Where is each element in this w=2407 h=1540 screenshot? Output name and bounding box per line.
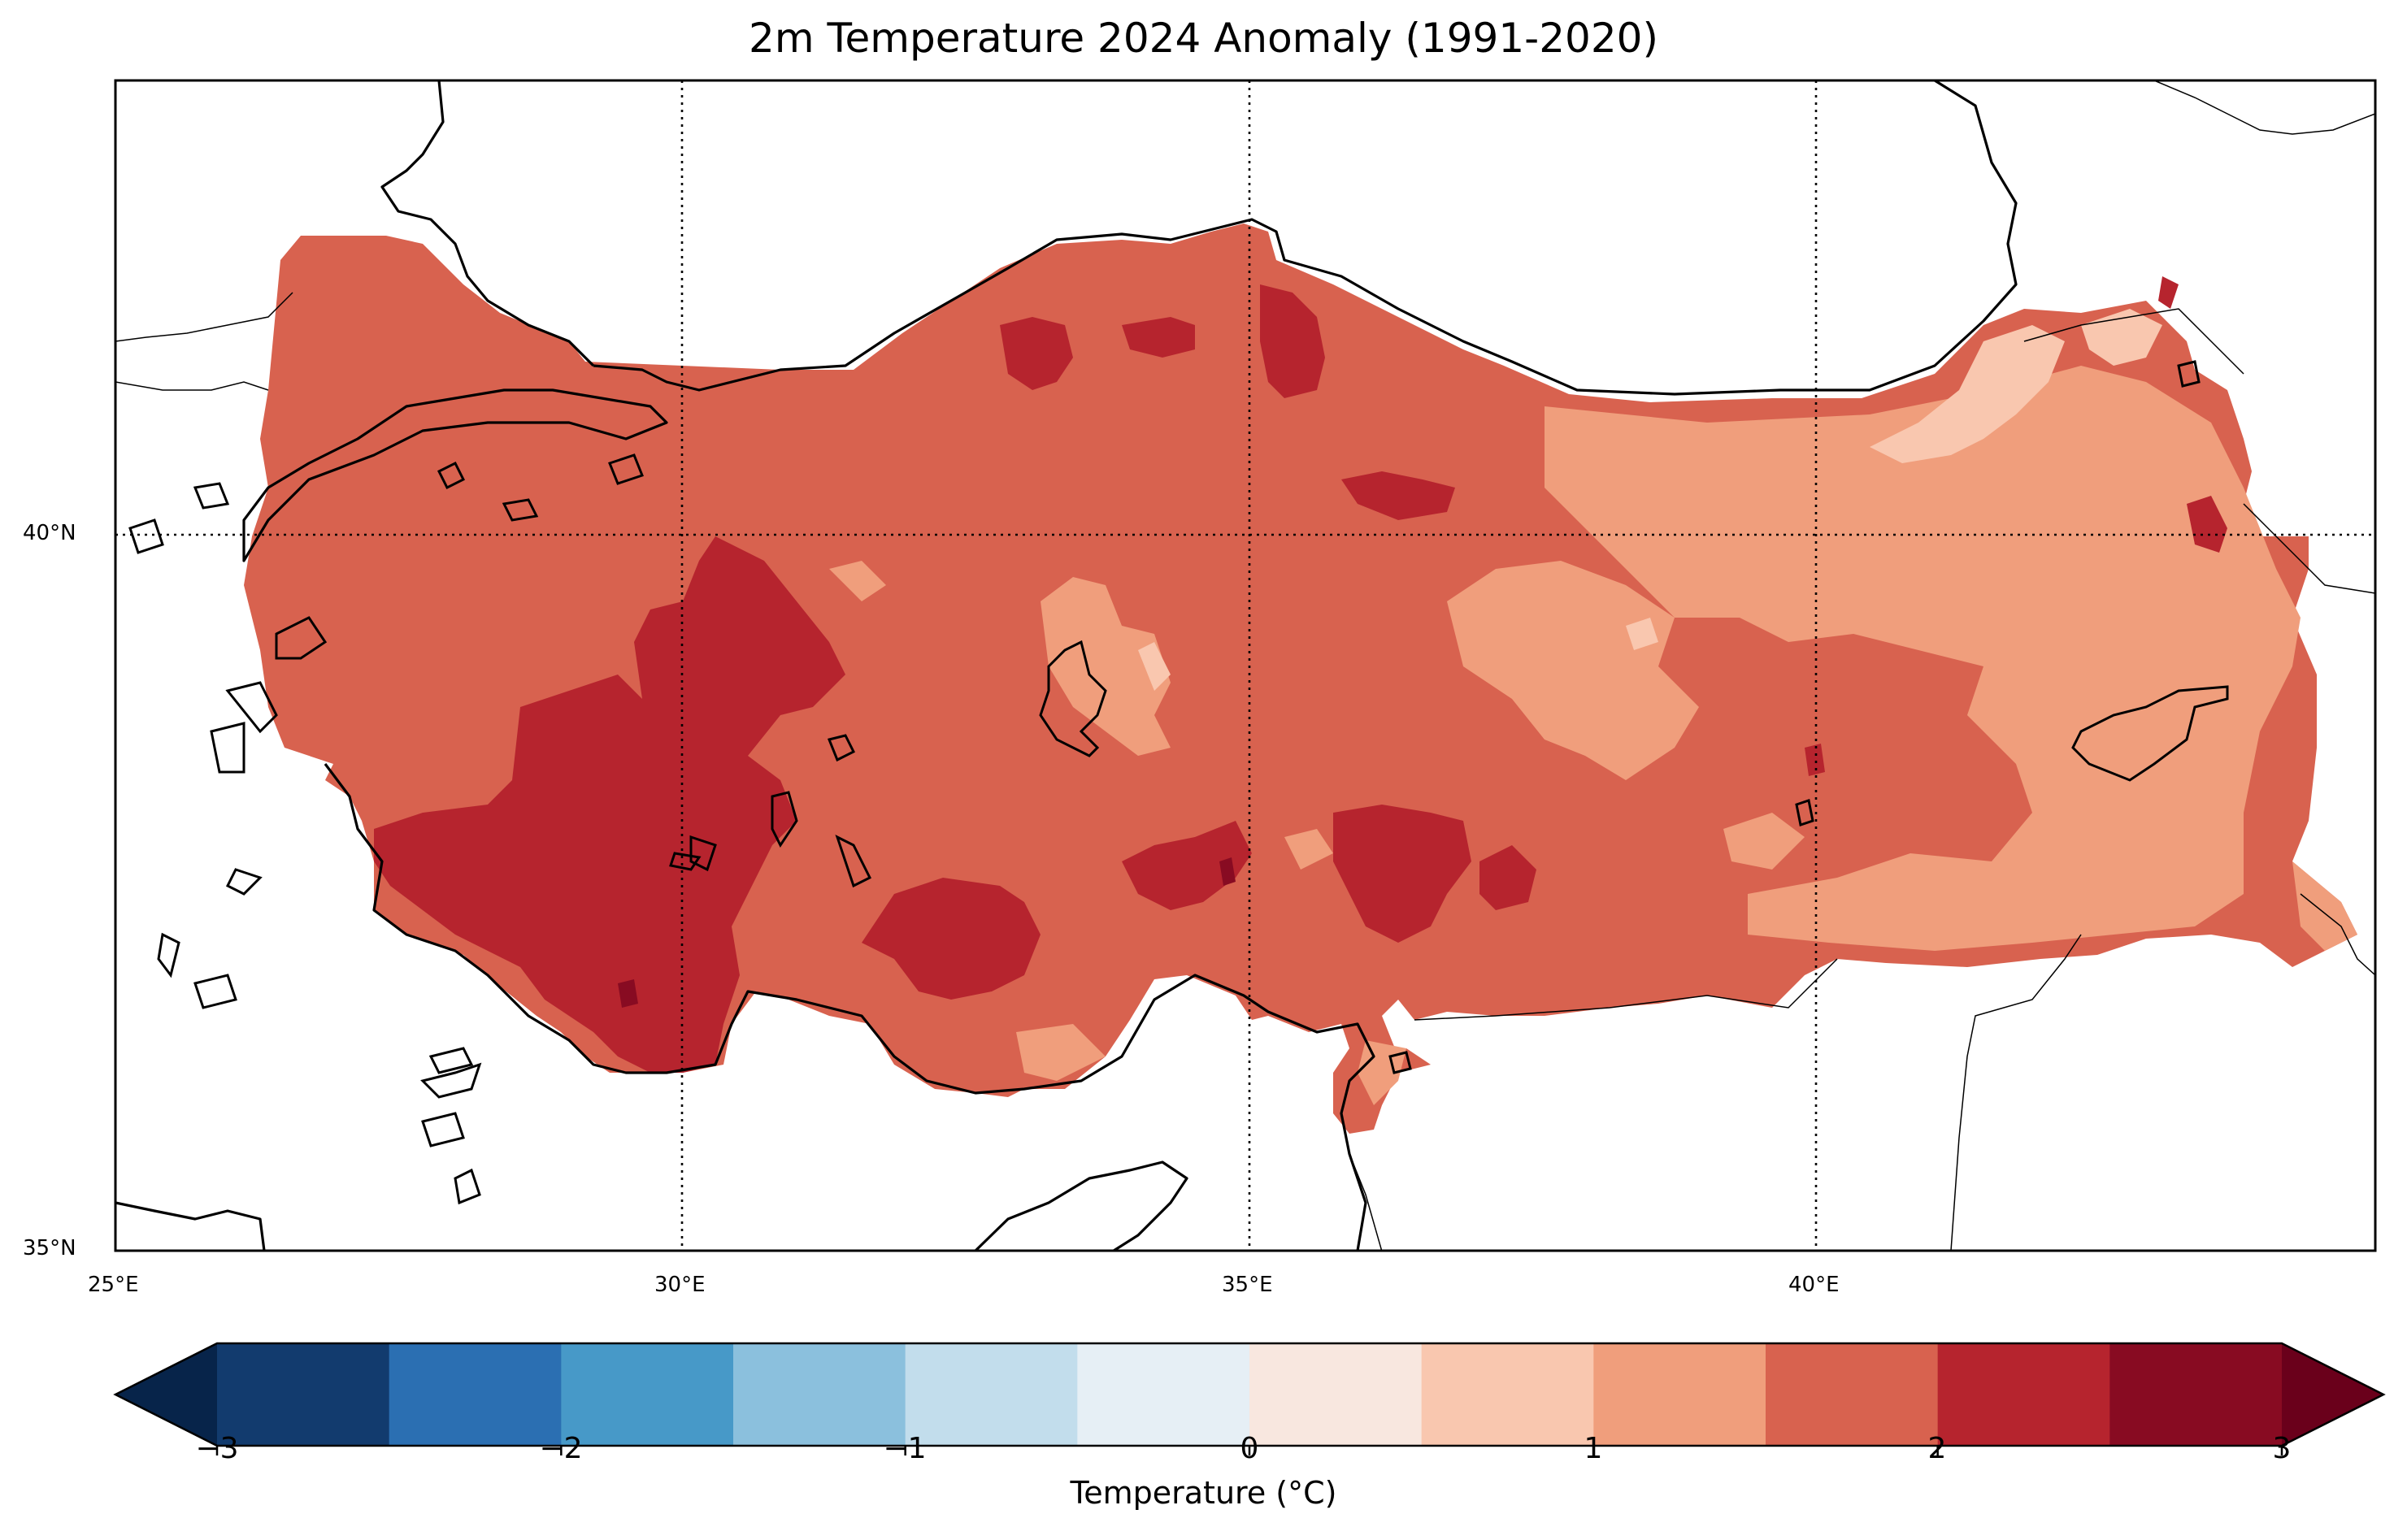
colorbar-under-arrow [115,1343,217,1446]
colorbar [113,1342,2386,1455]
anomaly-patches-warmer [374,276,2227,1073]
colorbar-tick-label: 1 [1584,1432,1603,1465]
colorbar-tick-label: −3 [195,1432,239,1465]
coastlines [115,80,2018,1251]
colorbar-segment [1766,1343,1939,1446]
colorbar-tick-label: 0 [1240,1432,1259,1465]
colorbar-segment [561,1343,734,1446]
colorbar-segment [1077,1343,1250,1446]
colorbar-segment [1937,1343,2111,1446]
lon-tick-35e: 35°E [1222,1273,1273,1297]
lon-tick-40e: 40°E [1788,1273,1840,1297]
map-panel [115,80,2375,1251]
anomaly-patches-cooler [829,366,2357,1105]
colorbar-over-arrow [2282,1343,2383,1446]
colorbar-segment [1593,1343,1766,1446]
anomaly-patches-coolest [1138,309,2162,691]
colorbar-segment [1421,1343,1595,1446]
lat-tick-40n: 40°N [23,521,76,545]
colorbar-segment [217,1343,390,1446]
colorbar-tick-label: −2 [539,1432,583,1465]
colorbar-segment [733,1343,906,1446]
lakes-and-islands [128,360,2229,1205]
lon-tick-25e: 25°E [88,1273,139,1297]
colorbar-segment [1249,1343,1423,1446]
colorbar-tick-label: 2 [1927,1432,1947,1465]
map-frame [114,79,2377,1252]
colorbar-segment [389,1343,563,1446]
colorbar-tick-label: −1 [883,1432,927,1465]
gridlines [115,80,2375,1251]
lon-tick-30e: 30°E [654,1273,706,1297]
anomaly-patches-warmest [618,857,1236,1008]
colorbar-segment [2109,1343,2283,1446]
colorbar-segment [905,1343,1079,1446]
colorbar-tick-marks [215,1446,2283,1455]
colorbar-tick-label: 3 [2272,1432,2292,1465]
colorbar-segments [217,1343,2283,1446]
lat-tick-35n: 35°N [23,1236,76,1260]
colorbar-label: Temperature (°C) [1070,1475,1337,1511]
map-title: 2m Temperature 2024 Anomaly (1991-2020) [749,15,1658,62]
country-borders [115,80,2375,1251]
